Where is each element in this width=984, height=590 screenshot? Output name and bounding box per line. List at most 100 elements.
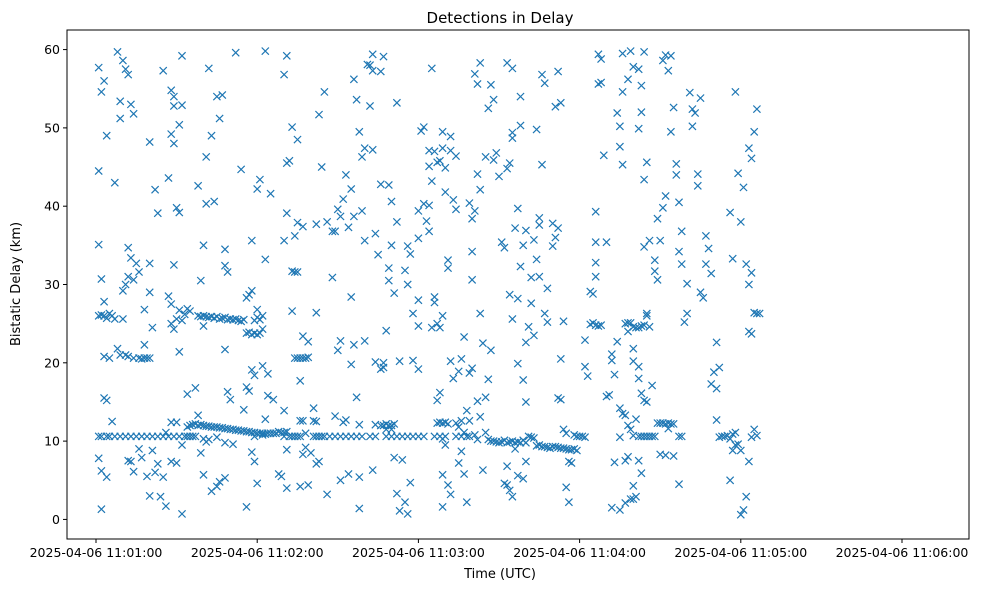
data-point	[597, 78, 606, 87]
data-point	[508, 314, 517, 324]
data-point	[470, 69, 479, 78]
data-point	[747, 268, 756, 277]
data-point	[304, 353, 313, 362]
data-point	[478, 466, 487, 475]
x-tick-label: 2025-04-06 11:06:00	[836, 545, 969, 560]
data-point	[134, 444, 144, 453]
data-point	[513, 294, 522, 303]
data-point	[739, 505, 748, 515]
data-point	[357, 152, 367, 161]
data-point	[656, 236, 665, 245]
data-point	[505, 159, 514, 168]
data-point	[540, 309, 549, 318]
data-point	[212, 482, 221, 491]
data-point	[540, 442, 549, 451]
data-point	[392, 98, 401, 107]
data-point	[634, 456, 643, 465]
data-point	[129, 109, 138, 118]
data-point	[172, 458, 181, 468]
data-point	[634, 362, 643, 371]
data-point	[457, 416, 466, 425]
data-point	[153, 209, 162, 218]
data-point	[650, 267, 659, 276]
data-point	[457, 354, 466, 363]
data-point	[615, 404, 624, 413]
data-point	[204, 64, 213, 73]
data-point	[328, 273, 337, 282]
data-point	[118, 314, 127, 324]
data-point	[433, 319, 442, 328]
data-point	[640, 242, 649, 251]
data-point	[607, 356, 616, 365]
data-point	[446, 357, 455, 366]
data-point	[435, 388, 444, 397]
data-point	[744, 144, 753, 153]
data-point	[629, 62, 638, 71]
data-point	[559, 425, 568, 434]
data-point	[352, 393, 361, 402]
data-point	[615, 505, 624, 515]
data-point	[245, 386, 254, 396]
data-point	[161, 502, 170, 511]
data-point	[145, 137, 154, 147]
data-point	[140, 340, 149, 349]
data-point	[524, 322, 533, 331]
data-point	[430, 147, 439, 156]
data-point	[451, 205, 461, 214]
data-point	[505, 290, 514, 299]
y-axis: 0 10 20 30 40 50 60	[44, 42, 67, 527]
data-point	[613, 337, 622, 346]
data-point	[661, 191, 670, 201]
data-point	[177, 316, 187, 325]
data-point	[588, 289, 598, 298]
y-tick-label: 40	[44, 199, 60, 214]
data-point	[102, 314, 111, 323]
data-point	[747, 329, 756, 338]
data-point	[395, 357, 404, 366]
data-point	[261, 415, 270, 424]
data-point	[406, 249, 415, 259]
data-point	[653, 214, 662, 223]
data-point	[102, 131, 111, 140]
data-point	[199, 321, 208, 331]
data-point	[392, 489, 401, 498]
data-point	[282, 484, 291, 493]
data-point	[607, 350, 616, 359]
data-point	[94, 63, 103, 72]
x-axis: 2025-04-06 11:01:00 2025-04-06 11:02:00 20…	[30, 539, 969, 560]
data-point	[175, 208, 184, 217]
data-point	[336, 476, 345, 485]
data-point	[108, 417, 117, 426]
data-point	[470, 206, 479, 215]
data-point	[124, 456, 133, 465]
data-point	[255, 175, 264, 184]
data-point	[333, 205, 342, 214]
data-point	[438, 434, 447, 443]
data-point	[597, 54, 606, 64]
data-point	[387, 241, 396, 250]
data-point	[535, 272, 544, 281]
data-point	[626, 425, 635, 434]
data-point	[446, 490, 455, 499]
data-point	[309, 416, 318, 425]
data-point	[296, 376, 305, 385]
data-point	[365, 61, 375, 70]
data-point	[196, 276, 205, 285]
data-point	[395, 506, 404, 515]
data-point	[250, 432, 259, 441]
data-point	[701, 260, 710, 269]
data-point	[215, 477, 224, 486]
y-tick-label: 0	[52, 512, 60, 527]
data-point	[591, 238, 600, 247]
data-point	[640, 47, 649, 56]
data-point	[113, 344, 122, 353]
data-point	[328, 227, 337, 236]
data-point	[704, 244, 713, 253]
x-tick-label: 2025-04-06 11:02:00	[191, 545, 324, 560]
data-point	[118, 56, 127, 65]
data-point	[331, 412, 340, 421]
data-point	[629, 481, 638, 490]
data-point	[121, 65, 130, 74]
data-point	[500, 243, 509, 252]
data-point	[261, 47, 270, 56]
